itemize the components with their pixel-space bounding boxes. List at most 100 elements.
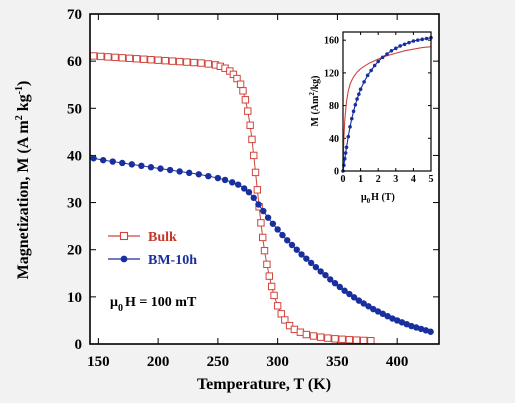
- main-point-bulk: [97, 52, 105, 61]
- main-point-bulk: [241, 96, 250, 104]
- main-point-bm10h: [360, 300, 367, 307]
- inset-point-bm10h: [411, 39, 416, 43]
- main-y-tick-label: 60: [67, 54, 82, 70]
- main-point-bm10h: [312, 263, 320, 271]
- main-point-bm10h: [317, 268, 324, 275]
- main-point-bm10h: [176, 168, 183, 175]
- legend-marker-bulk: [119, 231, 129, 241]
- main-y-tick-label: 0: [75, 337, 83, 353]
- main-point-bm10h: [240, 185, 248, 192]
- main-point-bm10h: [284, 237, 291, 244]
- main-point-bm10h: [303, 255, 310, 262]
- inset-x-tick-label: 5: [429, 174, 434, 185]
- inset-point-bm10h: [346, 134, 351, 139]
- main-point-bm10h: [195, 171, 202, 178]
- main-point-bulk: [183, 58, 191, 66]
- main-point-bulk: [118, 54, 126, 62]
- main-point-bulk: [265, 272, 273, 280]
- main-point-bulk: [273, 302, 282, 310]
- inset-y-tick-label: 80: [329, 101, 339, 112]
- main-plot-frame: [89, 13, 440, 345]
- inset-series-line-bulk: [342, 46, 432, 172]
- main-series-layer: [89, 52, 434, 345]
- main-point-bulk: [248, 135, 256, 144]
- inset-y-label-sup: 2: [308, 92, 316, 96]
- main-point-bm10h: [365, 303, 372, 310]
- field-annotation-mu: μ: [110, 295, 118, 310]
- main-point-bm10h: [293, 246, 300, 253]
- field-annotation: μ0 H = 100 mT: [110, 295, 197, 314]
- main-point-bulk: [316, 333, 325, 341]
- main-point-bm10h: [214, 174, 222, 182]
- inset-point-bm10h: [416, 38, 420, 42]
- main-point-bm10h: [264, 214, 272, 221]
- main-y-tick-label: 40: [67, 148, 82, 164]
- inset-x-tick-label: 1: [358, 174, 363, 185]
- main-point-bulk: [251, 168, 260, 177]
- legend-label-bulk: Bulk: [148, 230, 177, 245]
- main-point-bulk: [168, 57, 177, 65]
- main-x-tick-label: 200: [147, 354, 170, 370]
- main-point-bm10h: [307, 259, 315, 267]
- main-point-bm10h: [255, 201, 262, 208]
- main-point-bulk: [338, 335, 346, 343]
- inset-series-layer: [341, 35, 433, 173]
- main-point-bulk: [132, 55, 141, 63]
- inset-point-bm10h: [394, 46, 398, 51]
- main-point-bm10h: [427, 328, 434, 335]
- main-point-bulk: [244, 107, 252, 115]
- main-y-axis-label: Magnetization, M (A m2 kg-1): [14, 81, 32, 280]
- main-point-bm10h: [221, 176, 229, 184]
- main-point-bm10h: [119, 159, 126, 167]
- inset-x-tick-label: 2: [376, 174, 381, 185]
- inset-axis-ticks: 0 1 2 3 4 5 0 40 80 120 160: [324, 32, 434, 185]
- main-point-bulk: [140, 55, 148, 63]
- main-point-bm10h: [288, 241, 296, 249]
- inset-point-bm10h: [342, 156, 347, 161]
- main-point-bulk: [331, 335, 339, 343]
- inset-y-tick-label: 120: [324, 68, 339, 79]
- inset-point-bm10h: [376, 59, 381, 64]
- main-point-bulk: [257, 219, 265, 227]
- main-point-bm10h: [336, 283, 343, 291]
- main-y-label-mid: kg: [15, 94, 32, 115]
- main-point-bm10h: [157, 165, 164, 172]
- main-point-bm10h: [245, 189, 253, 196]
- inset-point-bm10h: [389, 49, 394, 53]
- main-x-axis-label: Temperature, T (K): [197, 376, 331, 393]
- main-point-bm10h: [322, 271, 329, 279]
- main-y-label-sup2: -1: [14, 86, 25, 94]
- main-point-bulk: [345, 336, 354, 344]
- inset-x-label-sub: 0: [367, 197, 371, 205]
- main-point-bulk: [204, 60, 213, 68]
- inset-point-bm10h: [424, 36, 429, 41]
- main-point-bm10h: [229, 179, 236, 186]
- main-y-tick-label: 70: [67, 7, 82, 23]
- inset-y-label-text: M (Am: [310, 95, 321, 126]
- inset-point-bm10h: [407, 40, 411, 45]
- main-point-bulk: [259, 233, 267, 242]
- inset-x-tick-label: 3: [393, 174, 398, 185]
- inset-point-bm10h: [355, 97, 359, 101]
- inset-y-tick-label: 160: [324, 36, 339, 47]
- main-point-bm10h: [370, 305, 377, 313]
- main-y-label-sup1: 2: [14, 115, 25, 120]
- main-point-bm10h: [384, 312, 391, 320]
- inset-point-bm10h: [398, 44, 403, 48]
- main-point-bulk: [260, 246, 269, 255]
- inset-y-axis-label: M (Am2/kg): [308, 76, 321, 127]
- main-point-bulk: [324, 334, 332, 342]
- main-point-bm10h: [235, 181, 242, 188]
- main-point-bm10h: [350, 294, 358, 301]
- main-point-bulk: [161, 56, 169, 65]
- main-y-tick-label: 10: [67, 290, 82, 306]
- main-point-bulk: [360, 336, 368, 345]
- main-point-bm10h: [341, 287, 348, 294]
- inset-frame: [342, 31, 432, 172]
- main-point-bm10h: [269, 220, 277, 227]
- main-point-bm10h: [260, 207, 267, 215]
- main-point-bm10h: [274, 226, 281, 233]
- main-point-bulk: [352, 336, 361, 344]
